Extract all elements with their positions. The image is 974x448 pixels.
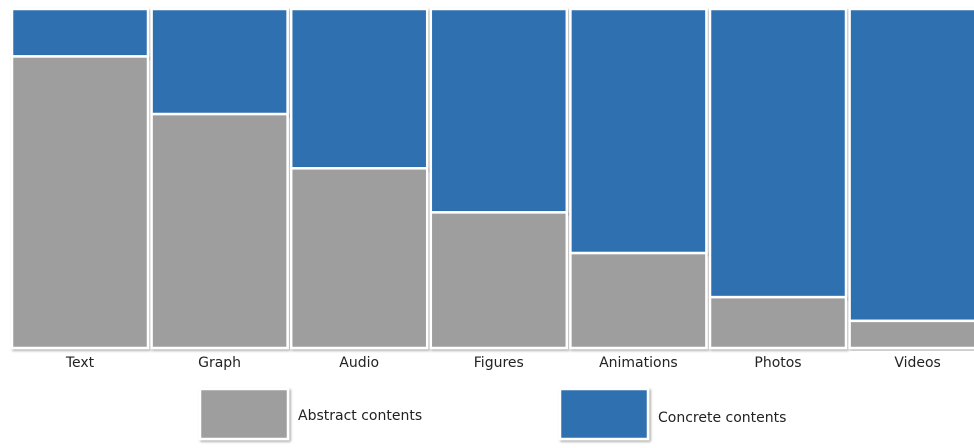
bar-concrete-photos [708, 7, 848, 299]
x-tick-label-figures: Figures [474, 355, 524, 371]
bar-concrete-videos [848, 7, 974, 323]
legend-swatch-concrete-contents [558, 387, 650, 441]
bar-abstract-figures [429, 211, 569, 350]
bar-abstract-photos [708, 295, 848, 350]
x-tick-label-text: Text [65, 355, 95, 371]
bar-concrete-graph [150, 7, 289, 116]
legend-label-concrete-contents: Concrete contents [658, 410, 786, 426]
bar-concrete-text [10, 7, 150, 58]
bar-abstract-graph [150, 112, 289, 350]
bar-concrete-animations [569, 7, 708, 255]
bar-concrete-figures [429, 7, 569, 214]
x-tick-label-audio: Audio [339, 355, 379, 371]
x-tick-label-animations: Animations [599, 355, 678, 371]
bar-concrete-audio [289, 7, 429, 170]
bars-layer [10, 7, 974, 350]
legend: Abstract contents Concrete contents [198, 387, 786, 441]
x-tick-label-videos: Videos [894, 355, 941, 371]
legend-label-abstract-contents: Abstract contents [298, 408, 422, 424]
x-tick-label-graph: Graph [198, 355, 241, 371]
x-axis-tick-labels: Text Graph Audio Figures Animations Photos Vid… [65, 355, 941, 371]
bar-abstract-text [10, 55, 150, 350]
bar-abstract-animations [569, 251, 708, 350]
legend-swatch-abstract-contents [198, 387, 290, 441]
bar-abstract-audio [289, 167, 429, 350]
x-tick-label-photos: Photos [754, 355, 801, 371]
bar-abstract-videos [848, 319, 974, 350]
